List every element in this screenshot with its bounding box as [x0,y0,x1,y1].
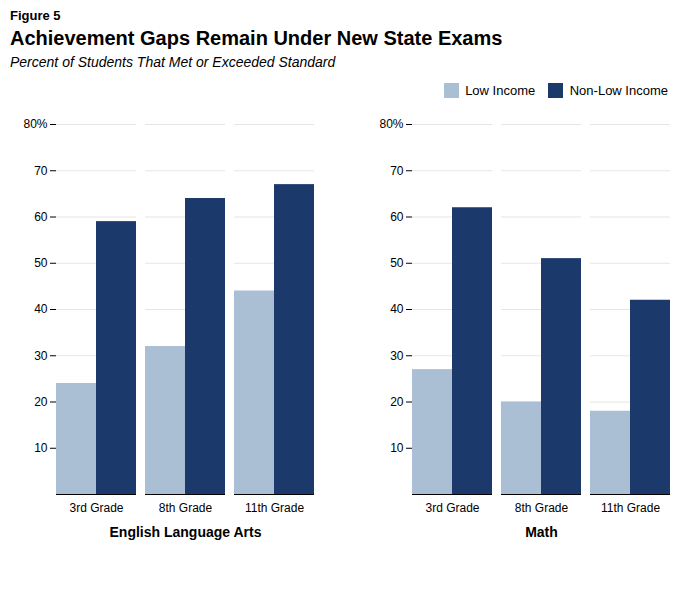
svg-text:20: 20 [390,394,404,408]
svg-text:3rd Grade: 3rd Grade [425,501,479,515]
svg-text:8th Grade: 8th Grade [159,501,213,515]
html-text:Achievement Gaps Remain Under: Achievement Gaps Remain Under New State … [10,27,503,49]
svg-text:40: 40 [34,302,48,316]
svg-text:English Language Arts: English Language Arts [110,523,262,539]
svg-text:70: 70 [34,163,48,177]
svg-text:3rd Grade: 3rd Grade [69,501,123,515]
svg-text:11th Grade: 11th Grade [601,501,660,515]
svg-text:80%: 80% [379,117,403,131]
svg-text:30: 30 [390,348,404,362]
svg-text:10: 10 [34,441,48,455]
svg-text:80%: 80% [23,117,47,131]
svg-text:60: 60 [34,209,48,223]
svg-text:60: 60 [390,209,404,223]
html-text:Percent of Students That Met o: Percent of Students That Met or Exceeded… [10,54,336,70]
html-text:Low Income: Low Income [465,83,536,98]
svg-text:50: 50 [390,256,404,270]
svg-text:11th Grade: 11th Grade [245,501,304,515]
html-text:Figure 5: Figure 5 [10,8,61,23]
svg-text:8th Grade: 8th Grade [515,501,569,515]
svg-text:50: 50 [34,256,48,270]
svg-text:20: 20 [34,394,48,408]
svg-text:30: 30 [34,348,48,362]
svg-text:40: 40 [390,302,404,316]
svg-text:10: 10 [390,441,404,455]
svg-text:Math: Math [525,523,558,539]
html-text:Non-Low Income: Non-Low Income [569,83,668,98]
svg-text:70: 70 [390,163,404,177]
